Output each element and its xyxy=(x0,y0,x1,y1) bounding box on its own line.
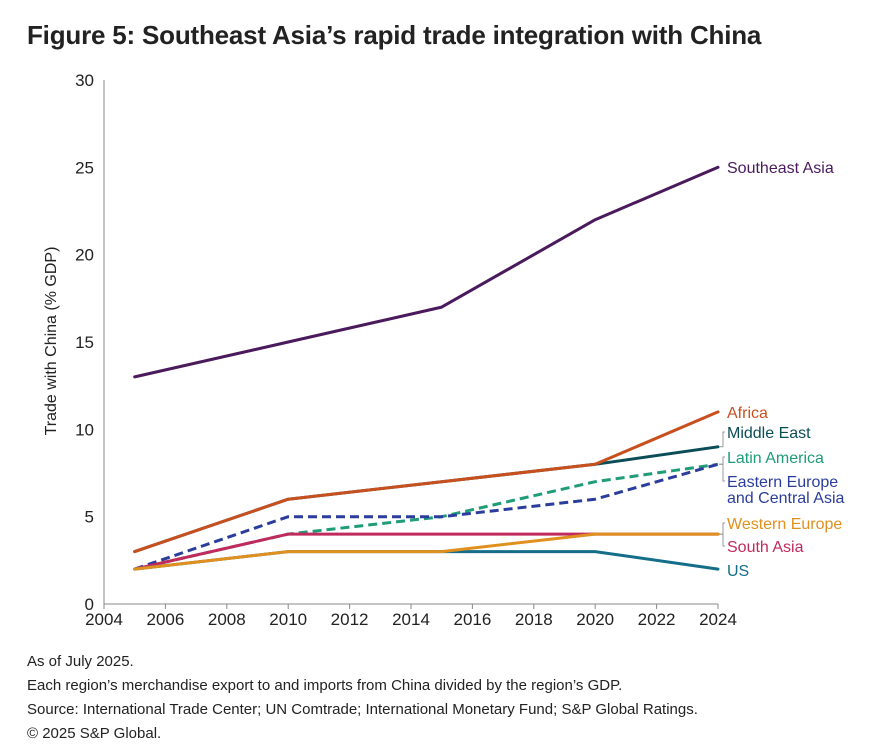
series-line-southeast-asia xyxy=(133,165,720,379)
series-labels: Southeast Asia Africa Middle East Latin Ame… xyxy=(719,160,845,580)
y-tick-label: 0 xyxy=(85,595,94,614)
x-tick-label: 2020 xyxy=(576,610,614,629)
series-label-southeast-asia: Southeast Asia xyxy=(727,160,834,177)
footnote-date: As of July 2025. xyxy=(27,653,134,670)
footnote-copyright: © 2025 S&P Global. xyxy=(27,725,162,742)
x-tick-label: 2012 xyxy=(331,610,369,629)
y-axis-label: Trade with China (% GDP) xyxy=(43,247,60,436)
series-label-text: Eastern Europe xyxy=(727,474,838,491)
series-label-text: Africa xyxy=(727,405,768,422)
axes: 2004 2006 2008 2010 2012 2014 2016 2018 2020 2022… xyxy=(75,71,737,629)
x-tick-label: 2010 xyxy=(269,610,307,629)
y-tick-label: 5 xyxy=(85,508,94,527)
series-label-us: US xyxy=(727,563,749,580)
footnote-source: Source: International Trade Center; UN C… xyxy=(27,701,698,718)
label-leader-line xyxy=(719,522,725,535)
series-label-western-europe: Western Europe xyxy=(719,516,842,535)
x-tick-label: 2008 xyxy=(208,610,246,629)
series-label-text: South Asia xyxy=(727,539,804,556)
x-tick-label: 2014 xyxy=(392,610,430,629)
series-label-text: Western Europe xyxy=(727,516,842,533)
series-label-africa: Africa xyxy=(727,405,768,422)
y-tick-label: 10 xyxy=(75,420,94,439)
x-tick-label: 2024 xyxy=(699,610,737,629)
x-tick-label: 2016 xyxy=(453,610,491,629)
x-tick-label: 2018 xyxy=(515,610,553,629)
series-label-text: US xyxy=(727,563,749,580)
series-line-africa xyxy=(133,410,720,554)
series-lines xyxy=(133,165,720,571)
series-line-middle-east xyxy=(133,445,720,554)
series-label-latin-america: Latin America xyxy=(719,450,824,467)
series-label-south-asia: South Asia xyxy=(719,533,804,556)
x-tick-label: 2022 xyxy=(638,610,676,629)
series-label-text: Southeast Asia xyxy=(727,160,834,177)
chart-title: Figure 5: Southeast Asia’s rapid trade i… xyxy=(27,20,762,50)
series-label-text: and Central Asia xyxy=(727,490,845,507)
series-line-eastern-europe-and-central-asia xyxy=(134,462,719,571)
line-chart: 2004 2006 2008 2010 2012 2014 2016 2018 2020 2022… xyxy=(43,71,845,629)
x-tick-label: 2006 xyxy=(146,610,184,629)
series-label-text: Middle East xyxy=(727,425,811,442)
series-label-middle-east: Middle East xyxy=(719,425,811,448)
label-leader-line xyxy=(719,533,725,547)
x-tick-label: 2004 xyxy=(85,610,123,629)
series-line-western-europe xyxy=(133,532,720,571)
y-tick-label: 30 xyxy=(75,71,94,90)
footnote-definition: Each region’s merchandise export to and … xyxy=(27,677,623,694)
label-leader-line xyxy=(719,463,725,482)
label-leader-line xyxy=(719,456,725,465)
y-tick-label: 15 xyxy=(75,333,94,352)
footnotes: As of July 2025. Each region’s merchandi… xyxy=(27,650,698,746)
y-tick-label: 20 xyxy=(75,246,94,265)
y-tick-label: 25 xyxy=(75,158,94,177)
series-label-text: Latin America xyxy=(727,450,824,467)
label-leader-line xyxy=(719,431,725,448)
